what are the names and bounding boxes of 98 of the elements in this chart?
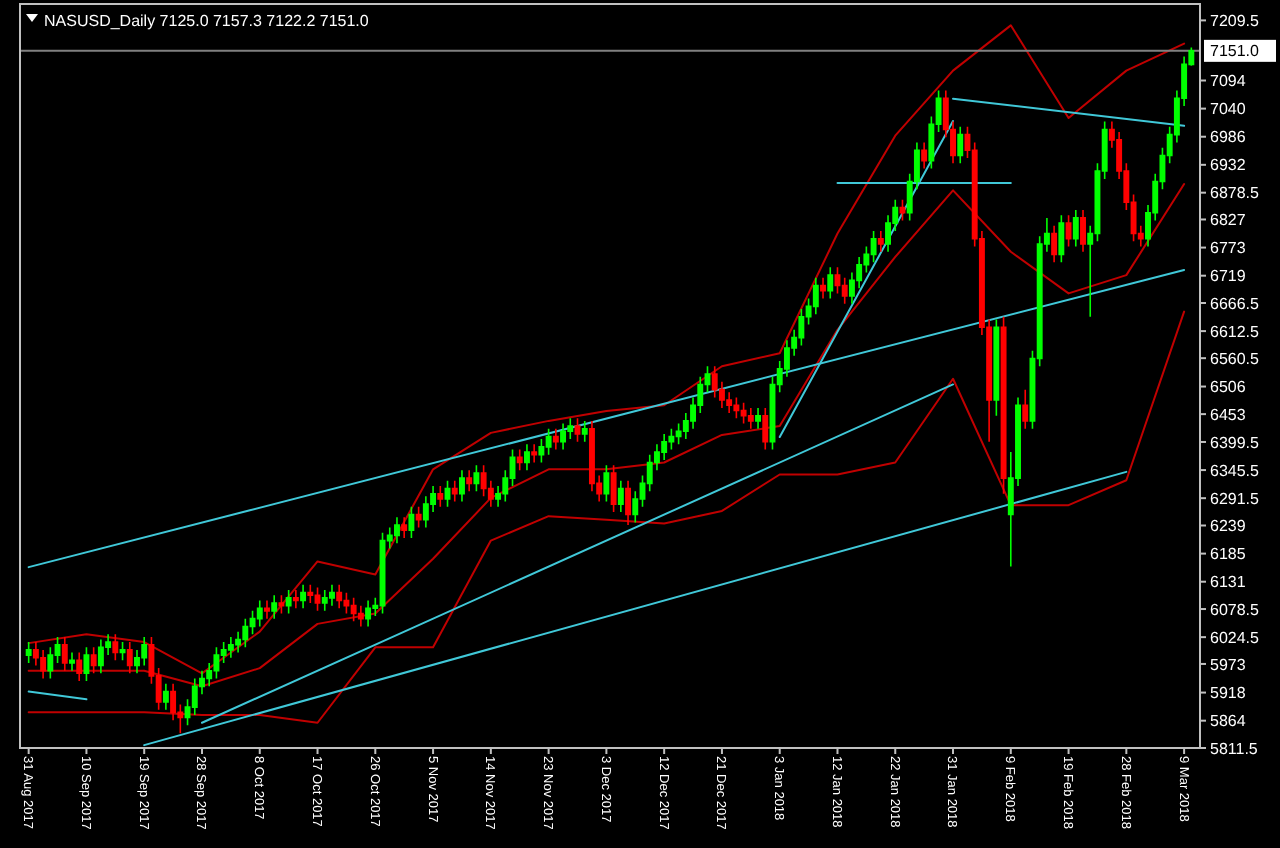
candlestick — [957, 126, 964, 165]
candlestick — [40, 649, 47, 680]
y-tick-label: 6345.5 — [1210, 461, 1261, 480]
candlestick — [61, 636, 68, 672]
ref-line-label: 7151.0 — [1210, 42, 1261, 61]
y-tick-label: 6986 — [1210, 128, 1247, 147]
candlestick — [451, 479, 458, 503]
candlestick — [321, 589, 328, 612]
candlestick — [458, 469, 465, 503]
candlestick — [350, 597, 357, 623]
candlestick — [242, 617, 249, 649]
y-tick-label: 7040 — [1210, 100, 1247, 119]
candlestick — [213, 646, 220, 680]
candlestick — [1058, 214, 1065, 263]
y-tick-label: 6932 — [1210, 156, 1247, 175]
candlestick — [119, 641, 126, 662]
candlestick — [329, 584, 335, 607]
y-tick-label: 6612.5 — [1210, 322, 1261, 341]
candlestick — [993, 318, 1000, 417]
candlestick — [552, 427, 559, 451]
y-tick-label: 6185 — [1210, 545, 1247, 564]
y-tick-label: 5864 — [1210, 712, 1247, 731]
candlestick — [610, 464, 617, 513]
candlestick — [162, 682, 169, 711]
candlestick — [740, 401, 747, 425]
candlestick — [1000, 316, 1007, 495]
candlestick — [415, 505, 422, 529]
candlestick — [285, 589, 292, 615]
candlestick — [256, 599, 263, 628]
candlestick — [1080, 209, 1086, 253]
candlestick — [292, 589, 299, 610]
candlestick — [733, 396, 740, 420]
candlestick — [820, 276, 826, 300]
candlestick — [560, 422, 567, 451]
candlestick — [343, 591, 350, 615]
candlestick — [1072, 209, 1079, 248]
y-tick-label: 6399.5 — [1210, 433, 1261, 452]
candlestick — [625, 479, 632, 526]
y-tick-label: 6773 — [1210, 239, 1247, 258]
y-tick-label: 7209.5 — [1210, 11, 1261, 30]
candlestick — [617, 479, 624, 513]
candlestick — [97, 638, 104, 675]
y-tick-label: 6024.5 — [1210, 628, 1261, 647]
y-tick-label: 6078.5 — [1210, 600, 1261, 619]
y-tick-label: 6506 — [1210, 378, 1247, 397]
candlestick — [473, 464, 480, 492]
candlestick — [278, 594, 285, 615]
candlestick — [394, 516, 400, 544]
candlestick — [307, 584, 314, 604]
candlestick — [1022, 388, 1029, 430]
y-tick-label: 6827 — [1210, 211, 1247, 230]
candlestick — [227, 636, 234, 659]
candlestick — [437, 485, 444, 508]
candlestick — [755, 407, 762, 430]
candlestick — [401, 516, 408, 539]
candlestick — [1065, 214, 1072, 248]
candlestick — [264, 599, 270, 620]
candlestick — [603, 464, 610, 503]
y-tick-label: 6239 — [1210, 517, 1247, 536]
candlestick — [408, 505, 415, 539]
candlestick — [271, 594, 278, 620]
y-tick-label: 6453 — [1210, 405, 1247, 424]
candlestick — [827, 266, 834, 300]
y-tick-label: 7094 — [1210, 72, 1247, 91]
candlestick — [516, 448, 523, 472]
y-tick-label: 5811.5 — [1210, 739, 1259, 758]
y-tick-label: 6560.5 — [1210, 349, 1261, 368]
text: NASUSD_Daily 7125.0 7157.3 7122.2 7151.0 — [44, 12, 370, 30]
candlestick — [112, 633, 119, 662]
candlestick — [141, 636, 148, 667]
candlestick — [90, 646, 97, 675]
y-tick-label: 5973 — [1210, 655, 1247, 674]
candlestick — [531, 443, 538, 464]
candlestick — [76, 651, 83, 682]
candlestick — [466, 469, 473, 492]
candlestick — [877, 230, 884, 253]
candlestick — [69, 651, 75, 672]
candlestick — [762, 407, 769, 451]
candlestick — [126, 641, 133, 675]
candlestick — [1051, 224, 1058, 263]
candlestick — [523, 443, 530, 472]
y-tick-label: 5918 — [1210, 684, 1247, 703]
y-tick-label: 6666.5 — [1210, 294, 1261, 313]
candlestick — [747, 407, 754, 430]
candlestick — [300, 584, 307, 610]
y-tick-label: 6719 — [1210, 267, 1247, 286]
candlestick — [336, 584, 343, 610]
candlestick — [921, 141, 928, 170]
candlestick — [25, 641, 32, 664]
candlestick — [545, 427, 552, 456]
candlestick — [83, 646, 90, 682]
candlestick — [581, 420, 588, 443]
y-tick-label: 6878.5 — [1210, 184, 1261, 203]
candlestick — [365, 599, 372, 628]
candlestick — [357, 604, 364, 628]
y-tick-label: 6131 — [1210, 573, 1247, 592]
y-tick-label: 6291.5 — [1210, 489, 1261, 508]
candlestick — [899, 198, 906, 222]
